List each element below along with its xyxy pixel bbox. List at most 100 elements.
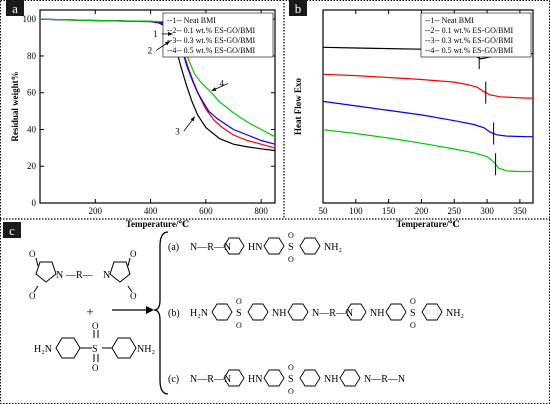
panel-b-label: b [295,1,302,16]
oxygen-label: O [92,363,99,373]
benzene-ring [247,303,269,321]
x-axis-label: Temperature/℃ [396,219,459,229]
oxygen-label: O [92,321,99,331]
product-fragment: N—R—N [190,242,231,253]
bmi-nitrogen-right: N [103,270,110,281]
oxygen-label: O [288,363,294,372]
benzene-ring [287,303,309,321]
panel-c-label-box [3,222,21,238]
oxygen-label: O [236,321,242,330]
maleimide-ring-right [109,261,131,283]
legend-entry-4: --4-- 0.5 wt.% ES-GO/BMI [425,46,514,55]
benzene-ring [385,303,407,321]
x-tick-label: 200 [89,206,103,216]
series-line-4 [39,18,276,138]
product-fragment: N—R—N [364,374,405,385]
annotation-arrowhead [211,87,217,91]
oxygen-label: O [29,249,36,259]
panel-c-label: c [9,223,15,238]
x-tick-label: 600 [199,206,213,216]
product-fragment: NH₂ [324,242,342,253]
sulfonyl-sulfur: S [236,308,242,319]
panel-a-tga-chart: a 200 400 600 800 0 20 40 60 80 100 Temperature/℃ Re… [6,0,276,229]
oxygen-label: O [410,321,416,330]
x-tick-label: 250 [448,206,462,216]
oxygen-label: O [236,297,242,306]
legend-entry-4: --4-- 0.5 wt.% ES-GO/BMI [167,46,256,55]
plot-frame [39,9,276,204]
product-brace [153,231,169,395]
dds-reactant [55,330,137,362]
product-fragment: NH₂ [446,308,464,319]
panel-b-dsc-chart: b 50 100 150 200 250 300 350 Temperature/℃ Heat F… [289,0,534,229]
legend-entry-1: --1-- Neat BMI [425,16,474,25]
y-tick-label: 60 [27,88,37,98]
benzene-ring [299,369,321,387]
product-fragment: HN [248,242,262,253]
product-fragment: N—R—N [312,308,353,319]
panel-c-reaction-scheme: c O O O O N —R— N + H₂N S [3,222,464,396]
carbonyl-bond [33,285,39,293]
benzene-ring [263,237,285,255]
benzene-ring [299,237,321,255]
legend-box [420,12,532,58]
curve-annotation-4: 4 [220,79,225,89]
x-tick-label: 350 [513,206,527,216]
product-fragment: N—R—N [190,374,231,385]
series-line-4 [322,129,533,173]
y-tick-label: 0 [32,198,37,208]
x-tick-label: 100 [349,206,363,216]
product-fragment: H₂N [190,308,208,319]
legend-entry-3: --3-- 0.3 wt.% ES-GO/BMI [425,36,514,45]
y-axis-label: Heat Flow Exo [293,78,303,135]
panel-b-label-box [289,0,307,16]
y-tick-label: 100 [23,14,37,24]
legend-box [162,12,274,58]
product-label-c: (c) [168,374,179,385]
sulfonyl-sulfur: S [410,308,416,319]
dds-amine-right: NH₂ [137,344,155,355]
x-tick-label: 150 [382,206,396,216]
y-tick-label: 20 [27,161,37,171]
benzene-ring [223,237,245,255]
carbonyl-bond [35,257,39,267]
y-tick-label: 80 [27,51,37,61]
curve-annotation-2: 2 [148,45,153,55]
sulfonyl-sulfur: S [288,374,294,385]
series-line-3 [322,100,533,138]
carbonyl-bond [127,285,133,293]
x-tick-label: 50 [319,206,329,216]
product-label-b: (b) [168,308,180,319]
bmi-linker: —R— [65,270,94,281]
oxygen-label: O [288,387,294,396]
y-tick-label: 40 [27,124,37,134]
benzene-ring [111,337,137,359]
bmi-nitrogen-left: N [56,270,63,281]
dds-sulfur: S [92,344,98,355]
x-tick-label: 300 [480,206,494,216]
benzene-ring [339,369,361,387]
oxygen-label: O [410,297,416,306]
benzene-ring [55,337,81,359]
product-fragment: HN [248,374,262,385]
benzene-ring [345,303,367,321]
benzene-ring [211,303,233,321]
plot-frame [322,9,534,204]
panel-a-label-box [6,0,24,16]
curve-annotation-3: 3 [175,126,180,136]
y-axis-label: Residual weight% [10,71,20,141]
oxygen-label: O [288,231,294,240]
x-axis-label: Temperature/℃ [126,219,189,229]
annotation-arrowhead [168,31,173,36]
carbonyl-bond [127,257,131,267]
annotation-arrowhead [165,41,170,46]
x-tick-label: 400 [144,206,158,216]
reaction-arrowhead [146,306,154,314]
x-tick-label: 800 [254,206,268,216]
panel-a-label: a [12,1,18,16]
oxygen-label: O [29,291,36,301]
oxygen-label: O [130,249,137,259]
dds-amine-left: H₂N [34,344,52,355]
